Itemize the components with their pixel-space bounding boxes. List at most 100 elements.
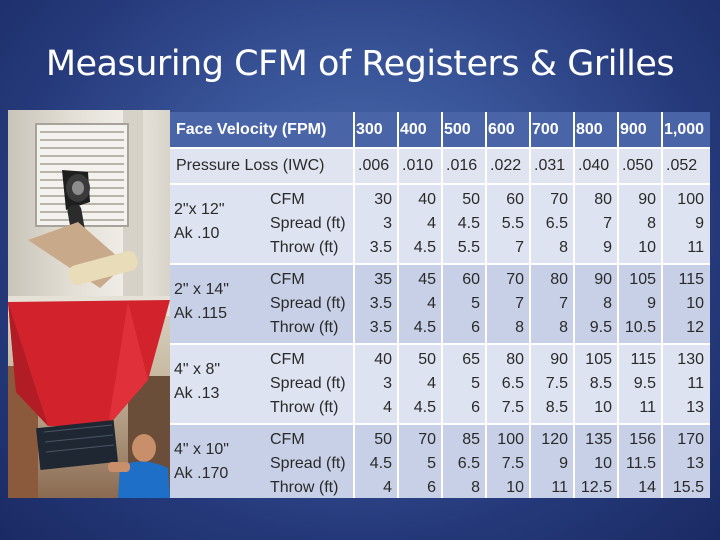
data-cell-throw: 10.5 — [624, 319, 656, 336]
grille-size-label: 4" x 10" — [174, 441, 229, 458]
group-row-background — [170, 184, 710, 264]
grille-ak-label: Ak .13 — [174, 385, 220, 402]
pressure-loss-cell: .006 — [358, 157, 390, 174]
data-cell-spread: 8 — [603, 295, 612, 312]
data-cell-cfm: 50 — [418, 351, 436, 368]
data-cell-cfm: 80 — [550, 271, 568, 288]
data-cell-cfm: 70 — [550, 191, 568, 208]
data-cell-throw: 5.5 — [457, 239, 480, 256]
velocity-header-cell: 700 — [532, 121, 559, 138]
measure-label: Throw (ft) — [270, 479, 339, 496]
data-cell-spread: 11 — [687, 375, 704, 392]
data-cell-spread: 8.5 — [589, 375, 612, 392]
data-cell-spread: 9 — [647, 295, 656, 312]
column-divider — [353, 112, 355, 498]
row-divider — [170, 263, 710, 265]
velocity-header-cell: 900 — [620, 121, 647, 138]
velocity-header-cell: 800 — [576, 121, 603, 138]
velocity-header-cell: 400 — [400, 121, 427, 138]
data-cell-throw: 13 — [686, 399, 704, 416]
grille-ak-label: Ak .170 — [174, 465, 229, 482]
cfm-data-table: Face Velocity (FPM) 300 400 500 600 700 800 900… — [170, 112, 710, 498]
data-cell-cfm: 80 — [506, 351, 524, 368]
measure-label: Spread (ft) — [270, 375, 346, 392]
photo-flow-hood-image — [8, 296, 170, 498]
data-cell-spread: 3 — [383, 375, 392, 392]
data-cell-throw: 9 — [603, 239, 612, 256]
measure-label: Spread (ft) — [270, 295, 346, 312]
column-divider — [573, 112, 575, 498]
data-cell-spread: 6.5 — [501, 375, 524, 392]
data-cell-throw: 8.5 — [545, 399, 568, 416]
data-cell-cfm: 85 — [462, 431, 480, 448]
row-divider — [170, 343, 710, 345]
data-cell-throw: 7.5 — [501, 399, 524, 416]
data-cell-cfm: 40 — [418, 191, 436, 208]
data-cell-cfm: 60 — [462, 271, 480, 288]
data-cell-spread: 5 — [471, 295, 480, 312]
pressure-loss-cell: .010 — [402, 157, 434, 174]
data-cell-cfm: 170 — [677, 431, 704, 448]
data-cell-spread: 3 — [383, 215, 392, 232]
data-cell-cfm: 115 — [630, 351, 656, 368]
measure-label: CFM — [270, 191, 305, 208]
data-cell-throw: 4.5 — [413, 319, 436, 336]
row-divider — [170, 147, 710, 149]
column-divider — [485, 112, 487, 498]
data-cell-spread: 13 — [686, 455, 704, 472]
data-cell-cfm: 130 — [677, 351, 704, 368]
data-cell-throw: 11 — [687, 239, 704, 256]
data-cell-cfm: 70 — [506, 271, 524, 288]
data-cell-cfm: 100 — [677, 191, 704, 208]
data-cell-spread: 7.5 — [501, 455, 524, 472]
data-cell-cfm: 105 — [585, 351, 612, 368]
column-divider — [529, 112, 531, 498]
velocity-header-cell: 500 — [444, 121, 471, 138]
pressure-loss-cell: .052 — [666, 157, 698, 174]
velocity-header-cell: 300 — [356, 121, 383, 138]
data-cell-throw: 4.5 — [413, 239, 436, 256]
row-divider — [170, 183, 710, 185]
measure-label: CFM — [270, 271, 305, 288]
data-cell-cfm: 135 — [585, 431, 612, 448]
data-cell-throw: 6 — [471, 319, 480, 336]
data-cell-throw: 4.5 — [413, 399, 436, 416]
data-cell-spread: 4 — [427, 215, 436, 232]
data-cell-throw: 8 — [559, 239, 568, 256]
data-cell-spread: 5.5 — [501, 215, 524, 232]
row-divider — [170, 423, 710, 425]
data-cell-throw: 4 — [383, 399, 392, 416]
grille-ak-label: Ak .10 — [174, 225, 220, 242]
data-cell-cfm: 115 — [678, 271, 704, 288]
measure-label: Throw (ft) — [270, 239, 339, 256]
data-cell-spread: 7 — [515, 295, 524, 312]
velocity-header-cell: 1,000 — [664, 121, 705, 138]
data-cell-spread: 6.5 — [457, 455, 480, 472]
data-cell-throw: 6 — [427, 479, 436, 496]
data-cell-cfm: 70 — [418, 431, 436, 448]
data-cell-spread: 5 — [427, 455, 436, 472]
grille-size-label: 2" x 14" — [174, 281, 229, 298]
data-cell-throw: 8 — [471, 479, 480, 496]
data-cell-spread: 10 — [686, 295, 704, 312]
data-cell-spread: 6.5 — [545, 215, 568, 232]
slide-title: Measuring CFM of Registers & Grilles — [45, 44, 675, 84]
pressure-loss-cell: .031 — [534, 157, 566, 174]
pressure-row-background — [170, 148, 710, 184]
data-cell-spread: 7 — [559, 295, 568, 312]
data-cell-throw: 3.5 — [369, 319, 392, 336]
photo-wall-grille-image — [8, 110, 170, 296]
data-cell-spread: 3.5 — [369, 295, 392, 312]
data-cell-cfm: 105 — [629, 271, 656, 288]
column-divider — [661, 112, 663, 498]
data-cell-cfm: 80 — [594, 191, 612, 208]
grille-ak-label: Ak .115 — [174, 305, 228, 322]
face-velocity-label: Face Velocity (FPM) — [176, 121, 327, 138]
data-cell-cfm: 50 — [462, 191, 480, 208]
data-cell-throw: 4 — [383, 479, 392, 496]
data-cell-cfm: 100 — [497, 431, 524, 448]
data-cell-spread: 7.5 — [545, 375, 568, 392]
data-cell-spread: 9 — [559, 455, 568, 472]
data-cell-throw: 10 — [506, 479, 524, 496]
data-cell-cfm: 35 — [374, 271, 392, 288]
